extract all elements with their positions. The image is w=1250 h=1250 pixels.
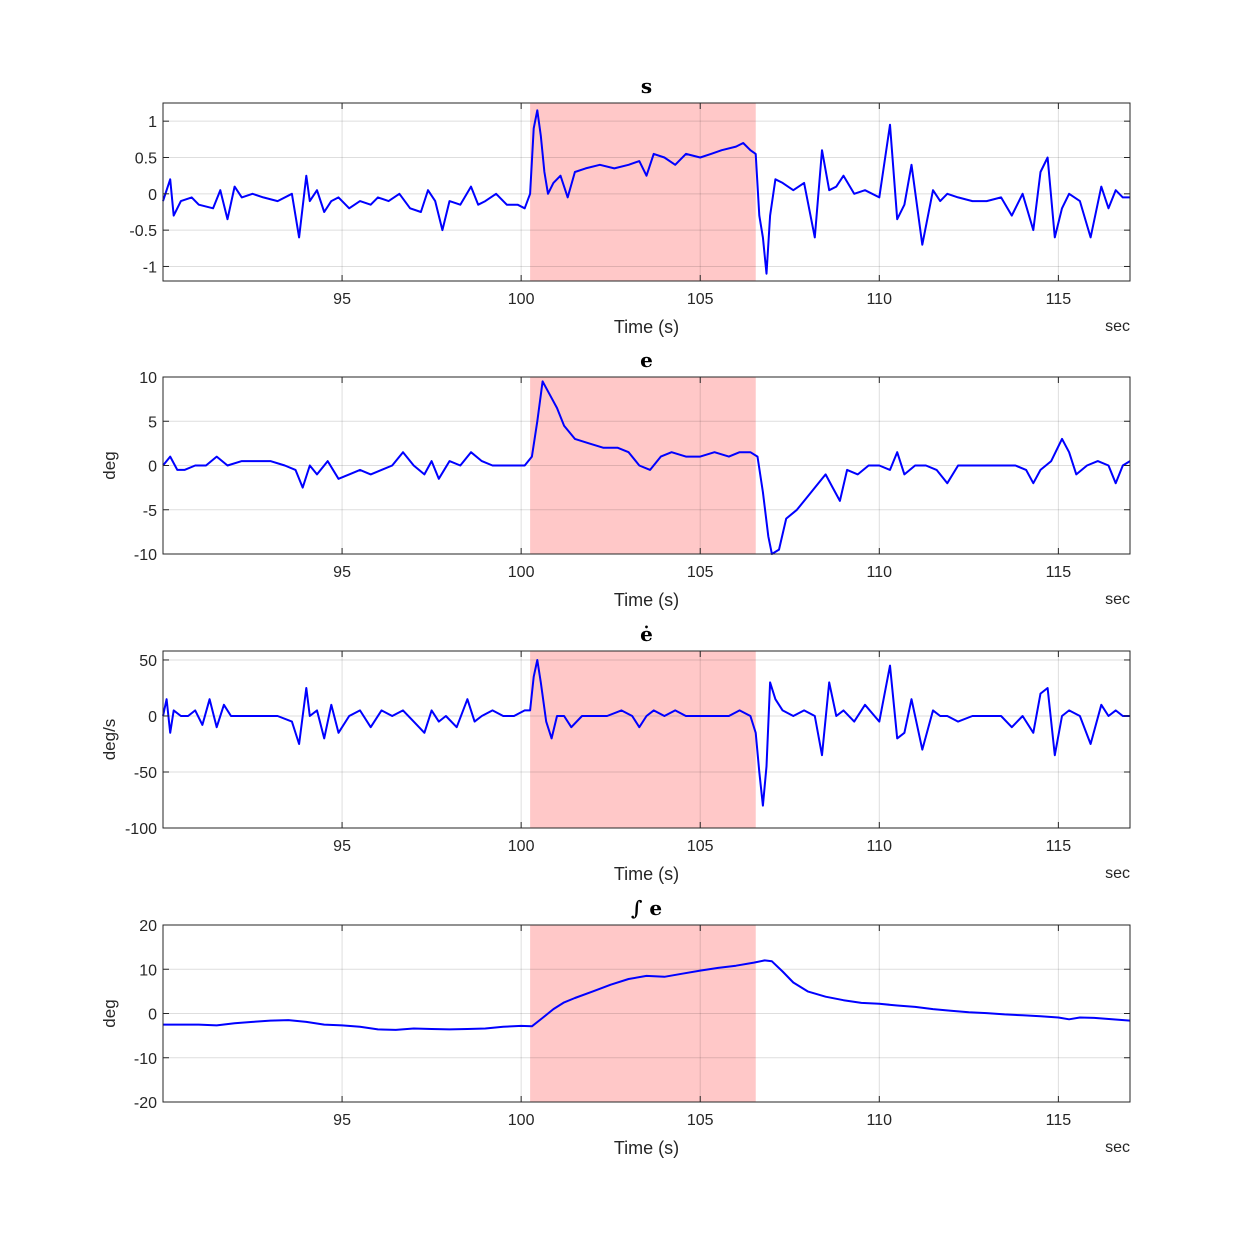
x-tick-label: 110 <box>867 1112 893 1129</box>
series-line <box>162 659 1130 807</box>
x-tick-label: 95 <box>333 564 351 581</box>
x-tick-label: 95 <box>333 838 351 855</box>
x-tick-label: 100 <box>508 564 535 581</box>
y-tick-label: -5 <box>143 503 157 520</box>
y-tick-label: -100 <box>125 821 157 838</box>
highlight-region <box>530 103 756 281</box>
series-line <box>162 109 1130 275</box>
y-axis-label: deg/s <box>100 719 119 761</box>
x-tick-label: 105 <box>687 564 714 581</box>
y-axis-label: deg <box>100 451 119 479</box>
x-tick-label: 115 <box>1046 1112 1072 1129</box>
y-tick-label: -50 <box>134 765 157 782</box>
subplot-title: s <box>641 74 652 98</box>
subplot-title: ė <box>640 622 653 646</box>
x-tick-label: 115 <box>1046 838 1072 855</box>
x-axis-label: Time (s) <box>614 317 679 337</box>
x-tick-label: 100 <box>508 291 535 308</box>
x-axis-label: Time (s) <box>614 590 679 610</box>
x-axis-unit: sec <box>1105 318 1130 335</box>
x-tick-label: 100 <box>508 1112 535 1129</box>
y-tick-label: 10 <box>139 962 157 979</box>
y-tick-label: -10 <box>134 547 157 564</box>
y-tick-label: -0.5 <box>129 223 157 240</box>
subplot-s: 95 100 105 110 115 -1 -0.5 0 0.5 1 s Time (s) se… <box>129 74 1131 337</box>
y-tick-label: 0 <box>148 709 157 726</box>
subplot-title: e <box>640 348 653 372</box>
y-tick-label: 0 <box>148 459 157 476</box>
y-axis-label: deg <box>100 999 119 1027</box>
y-tick-label: 1 <box>148 114 157 131</box>
x-tick-label: 105 <box>687 1112 714 1129</box>
series-line <box>163 959 1131 1031</box>
x-tick-label: 105 <box>687 291 714 308</box>
x-tick-label: 95 <box>333 1112 351 1129</box>
x-tick-label: 105 <box>687 838 714 855</box>
y-tick-label: -10 <box>134 1051 157 1068</box>
y-tick-label: 0 <box>148 187 157 204</box>
y-tick-label: -1 <box>143 259 157 276</box>
y-tick-label: 20 <box>139 918 157 935</box>
y-tick-label: 0.5 <box>135 150 157 167</box>
x-tick-label: 110 <box>867 291 893 308</box>
x-tick-label: 95 <box>333 291 351 308</box>
subplot-e-dot: 95 100 105 110 115 -100 -50 0 50 ė Time (s) sec… <box>100 622 1131 884</box>
x-tick-label: 110 <box>867 564 893 581</box>
x-axis-label: Time (s) <box>614 864 679 884</box>
y-tick-label: -20 <box>134 1095 157 1112</box>
axes-box <box>162 650 1131 829</box>
x-tick-label: 110 <box>867 838 893 855</box>
y-tick-label: 10 <box>139 370 157 387</box>
x-axis-label: Time (s) <box>614 1138 679 1158</box>
y-tick-label: 0 <box>148 1007 157 1024</box>
highlight-region <box>530 377 756 554</box>
y-tick-label: 50 <box>139 653 157 670</box>
highlight-region <box>530 651 756 828</box>
y-tick-label: 5 <box>148 414 157 431</box>
x-axis-unit: sec <box>1105 865 1130 882</box>
x-tick-label: 100 <box>508 838 535 855</box>
highlight-region <box>530 925 756 1102</box>
axes-box <box>162 102 1131 282</box>
x-tick-label: 115 <box>1046 291 1072 308</box>
x-axis-unit: sec <box>1105 591 1130 608</box>
series-line <box>162 380 1131 555</box>
subplot-title: ∫ e <box>631 896 662 920</box>
x-axis-unit: sec <box>1105 1139 1130 1156</box>
x-tick-label: 115 <box>1046 564 1072 581</box>
